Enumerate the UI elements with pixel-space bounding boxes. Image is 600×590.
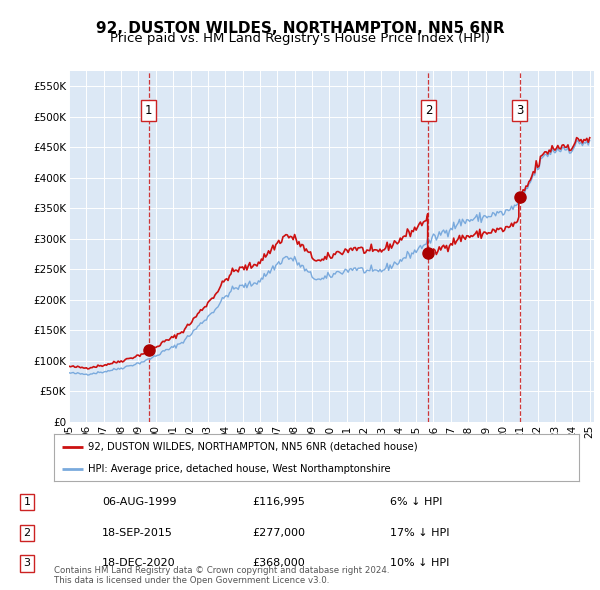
- Text: 06-AUG-1999: 06-AUG-1999: [102, 497, 176, 507]
- Text: Contains HM Land Registry data © Crown copyright and database right 2024.
This d: Contains HM Land Registry data © Crown c…: [54, 566, 389, 585]
- Text: 6% ↓ HPI: 6% ↓ HPI: [390, 497, 442, 507]
- Text: 3: 3: [516, 104, 523, 117]
- Text: £368,000: £368,000: [252, 559, 305, 568]
- Text: 3: 3: [23, 559, 31, 568]
- Text: 92, DUSTON WILDES, NORTHAMPTON, NN5 6NR: 92, DUSTON WILDES, NORTHAMPTON, NN5 6NR: [95, 21, 505, 35]
- Text: £277,000: £277,000: [252, 528, 305, 537]
- Text: 92, DUSTON WILDES, NORTHAMPTON, NN5 6NR (detached house): 92, DUSTON WILDES, NORTHAMPTON, NN5 6NR …: [88, 442, 418, 452]
- Text: 18-SEP-2015: 18-SEP-2015: [102, 528, 173, 537]
- Text: 10% ↓ HPI: 10% ↓ HPI: [390, 559, 449, 568]
- Text: HPI: Average price, detached house, West Northamptonshire: HPI: Average price, detached house, West…: [88, 464, 391, 474]
- Text: 1: 1: [145, 104, 152, 117]
- Text: Price paid vs. HM Land Registry's House Price Index (HPI): Price paid vs. HM Land Registry's House …: [110, 32, 490, 45]
- Text: 2: 2: [425, 104, 432, 117]
- Text: 2: 2: [23, 528, 31, 537]
- Text: £116,995: £116,995: [252, 497, 305, 507]
- Text: 18-DEC-2020: 18-DEC-2020: [102, 559, 176, 568]
- Text: 1: 1: [23, 497, 31, 507]
- Text: 17% ↓ HPI: 17% ↓ HPI: [390, 528, 449, 537]
